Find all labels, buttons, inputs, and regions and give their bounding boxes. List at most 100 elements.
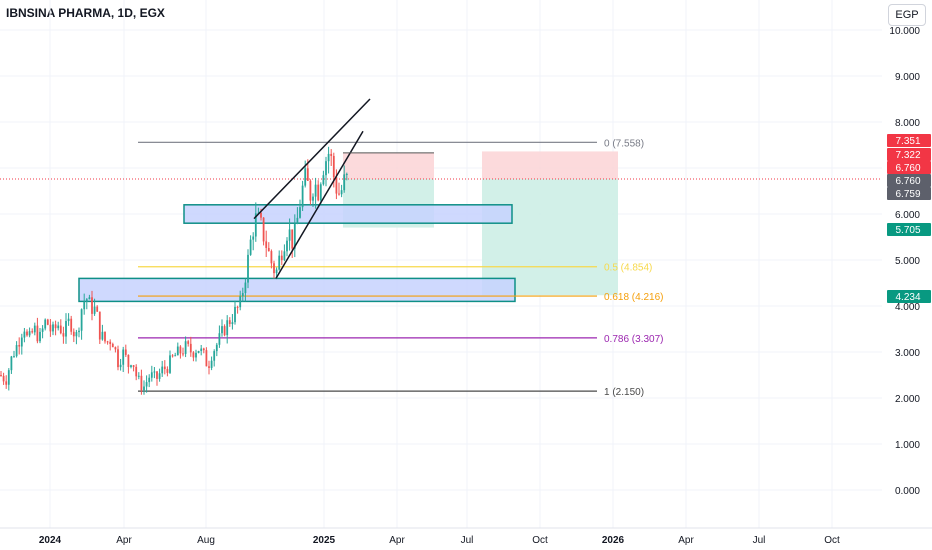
price-tag-label: 7.351	[895, 136, 920, 147]
candle-body	[54, 324, 57, 329]
wedge-lower-line[interactable]	[275, 130, 364, 279]
candle-body	[140, 375, 143, 391]
grid-layer	[0, 0, 882, 528]
price-tag	[887, 223, 931, 236]
candle-body	[122, 349, 125, 365]
short-position-1-stop-area[interactable]	[343, 152, 434, 180]
candle-body	[161, 366, 164, 374]
candle-body	[7, 370, 10, 385]
candle-body	[301, 185, 304, 208]
candle-body	[158, 373, 161, 379]
time-tick-label: Jul	[753, 535, 766, 546]
candle-body	[91, 297, 93, 314]
candle-body	[117, 349, 119, 368]
candle-body	[340, 190, 343, 195]
candle-body	[327, 153, 330, 162]
candle-body	[111, 343, 114, 348]
candle-body	[221, 326, 223, 334]
candle-body	[36, 325, 39, 342]
candle-body	[70, 318, 73, 332]
candle-body	[101, 331, 104, 340]
short-position-2-target-area[interactable]	[482, 179, 618, 296]
candle-body	[67, 318, 70, 322]
fib-level-label: 0 (7.558)	[604, 138, 644, 149]
candle-body	[343, 174, 346, 191]
candle-body	[33, 325, 36, 333]
time-tick-label: Aug	[197, 535, 215, 546]
candle-body	[249, 239, 252, 255]
upper-demand-zone[interactable]	[183, 204, 513, 224]
candle-body	[163, 366, 166, 370]
time-axis[interactable]: 2024 Apr Aug 2025 Apr Jul Oct 2026 Apr Jul Oct	[0, 527, 932, 546]
price-axis[interactable]: 10.0009.0008.0007.0006.0005.0004.0003.00…	[887, 26, 931, 497]
candle-body	[299, 207, 301, 218]
candle-body	[304, 168, 307, 186]
candle-body	[39, 331, 41, 342]
candle-body	[278, 255, 281, 270]
currency-button[interactable]: EGP	[888, 4, 926, 26]
price-tick-label: 2.000	[895, 394, 920, 405]
price-tag	[887, 174, 931, 187]
candle-body	[286, 240, 288, 252]
candle-body	[335, 177, 338, 194]
time-tick-label: 2024	[39, 535, 62, 546]
candle-body	[182, 353, 184, 355]
time-tick-label: Oct	[532, 535, 548, 546]
candle-body	[41, 328, 44, 332]
wedge-upper-line[interactable]	[253, 98, 371, 220]
candle-body	[306, 168, 309, 181]
candle-body	[197, 351, 200, 353]
time-tick-label: 2026	[602, 535, 625, 546]
candle-body	[153, 371, 156, 373]
candle-body	[83, 301, 86, 310]
lower-demand-zone[interactable]	[78, 277, 516, 303]
candle-body	[283, 251, 286, 261]
candle-body	[338, 193, 340, 195]
candle-body	[143, 386, 145, 391]
price-tick-label: 8.000	[895, 118, 920, 129]
candle-body	[127, 354, 130, 367]
candle-body	[273, 263, 275, 274]
candle-body	[124, 349, 127, 355]
price-tag	[887, 148, 931, 161]
candle-body	[62, 333, 65, 337]
candle-body	[20, 337, 23, 347]
price-tag	[887, 290, 931, 303]
candle-body	[296, 217, 299, 224]
candle-body	[252, 236, 255, 240]
short-position-2-stop-area[interactable]	[482, 151, 618, 180]
candle-body	[28, 331, 31, 336]
price-tick-label: 4.000	[895, 302, 920, 313]
candle-body	[234, 306, 236, 323]
candle-body	[247, 254, 249, 283]
price-tag-label: 7.322	[895, 150, 920, 161]
candle-body	[260, 212, 262, 218]
candle-body	[208, 366, 210, 368]
fibonacci-retracement[interactable]: 0 (7.558) 0.5 (4.854) 0.618 (4.216) 0.786 (…	[0, 138, 882, 398]
candle-body	[5, 381, 8, 385]
candle-body	[176, 346, 179, 356]
candle-body	[132, 365, 135, 367]
time-tick-label: Apr	[389, 535, 405, 546]
candle-body	[137, 375, 140, 377]
chart-title: IBNSINA PHARMA, 1D, EGX	[6, 6, 165, 20]
candle-body	[330, 153, 333, 156]
price-tag	[887, 134, 931, 147]
candle-body	[210, 360, 213, 368]
price-tag-label: 6.759	[895, 189, 920, 200]
time-tick-label: Apr	[678, 535, 694, 546]
candle-body	[0, 375, 2, 376]
candle-body	[78, 330, 80, 333]
candle-body	[59, 325, 62, 334]
candle-body	[10, 356, 13, 371]
candle-body	[288, 229, 291, 241]
candle-body	[325, 161, 327, 176]
candle-body	[187, 341, 190, 344]
price-tick-label: 5.000	[895, 256, 920, 267]
price-tick-label: 1.000	[895, 440, 920, 451]
fib-level-label: 0.618 (4.216)	[604, 292, 664, 303]
price-tag-label: 5.705	[895, 225, 920, 236]
drawing-layer[interactable]	[253, 98, 434, 279]
candle-body	[15, 345, 18, 357]
